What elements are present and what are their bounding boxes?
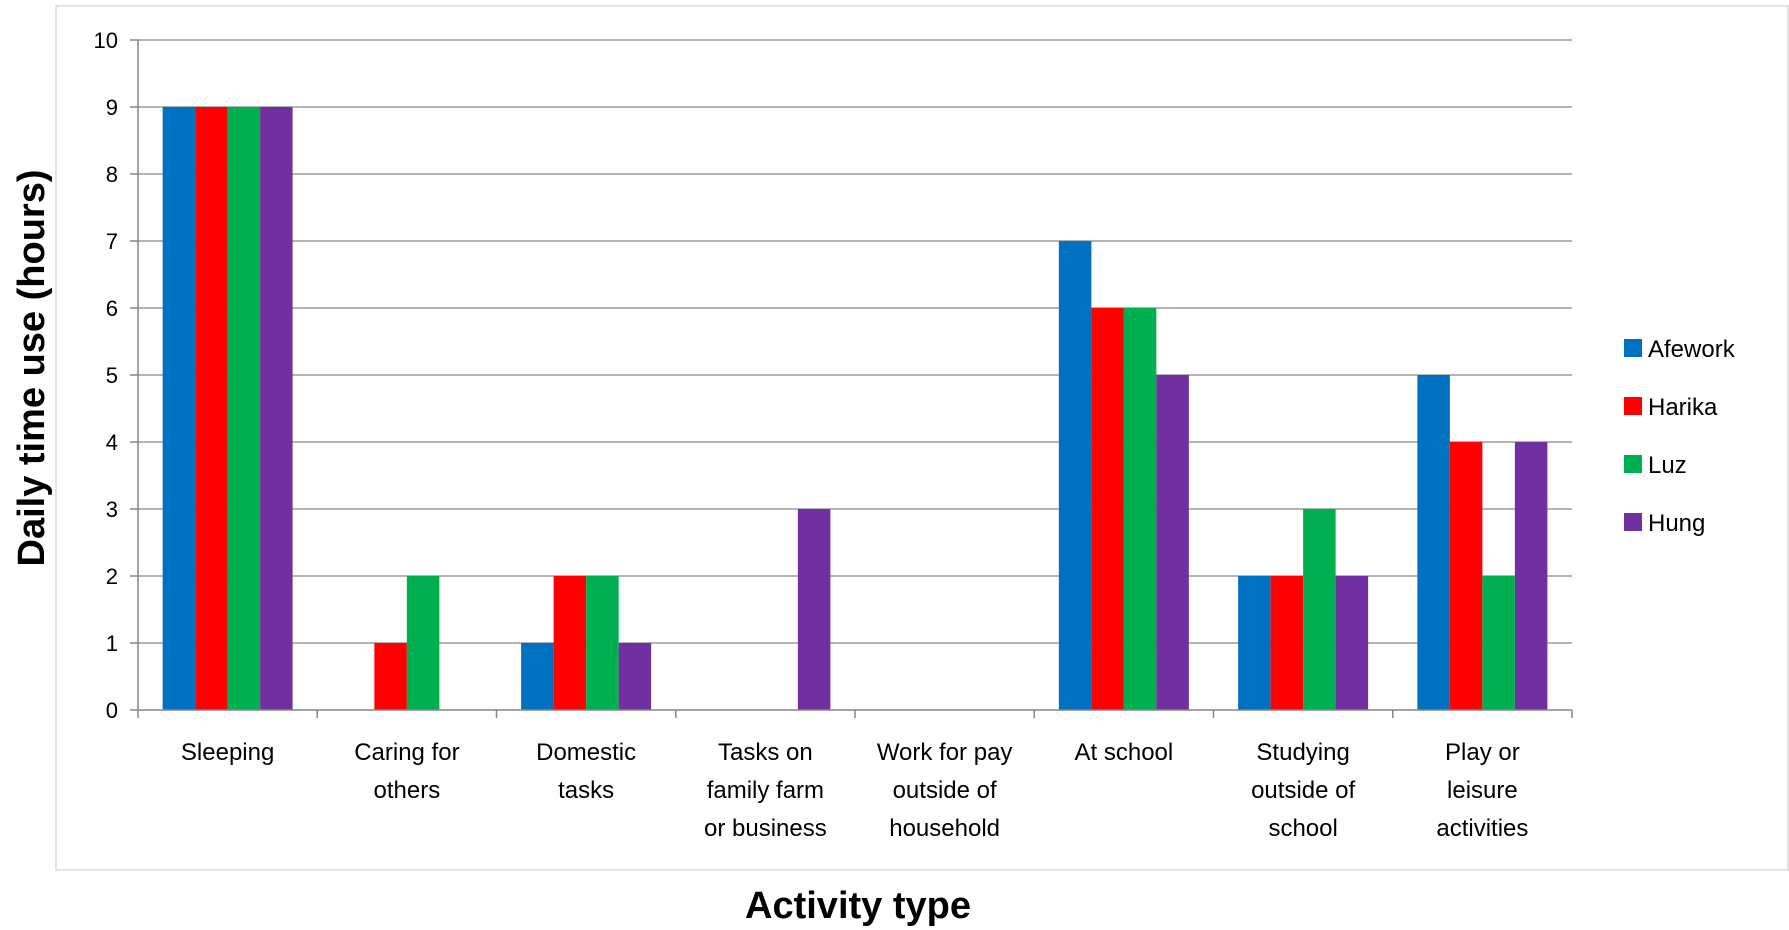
bar-afework-0 — [162, 107, 196, 710]
y-tick-label: 4 — [106, 430, 118, 455]
x-category-label: Work for pay outside of household — [877, 739, 1013, 842]
bar-afework-5 — [1058, 241, 1092, 710]
bar-hung-2 — [618, 643, 652, 710]
bar-hung-6 — [1335, 576, 1369, 710]
y-tick-label: 1 — [106, 631, 118, 656]
legend-swatch-hung — [1624, 513, 1642, 531]
legend-label-harika: Harika — [1648, 394, 1718, 421]
legend-label-afework: Afework — [1648, 336, 1736, 363]
x-category-label: Tasks on family farm or business — [704, 739, 827, 842]
x-axis-title: Activity type — [745, 885, 971, 927]
bar-harika-5 — [1091, 308, 1124, 710]
x-category-label: Sleeping — [181, 739, 274, 766]
legend-label-hung: Hung — [1648, 510, 1705, 537]
bar-hung-0 — [260, 107, 293, 710]
bar-harika-0 — [195, 107, 228, 710]
chart-frame — [55, 5, 1789, 871]
legend-swatch-harika — [1624, 397, 1642, 415]
x-category-label: Caring for others — [354, 739, 459, 804]
bar-harika-2 — [553, 576, 587, 710]
y-tick-label: 10 — [94, 28, 118, 53]
y-tick-label: 3 — [106, 497, 118, 522]
x-tick-marks — [137, 710, 1573, 718]
x-category-label: Play or leisure activities — [1436, 739, 1528, 842]
legend-swatch-afework — [1624, 339, 1642, 357]
bar-hung-5 — [1156, 375, 1189, 710]
y-tick-label: 7 — [106, 229, 118, 254]
bar-luz-1 — [406, 576, 440, 710]
y-tick-label: 8 — [106, 162, 118, 187]
y-tick-label: 9 — [106, 95, 118, 120]
bar-hung-3 — [797, 509, 831, 710]
y-axis-title: Daily time use (hours) — [11, 170, 53, 567]
bars-group — [162, 107, 1548, 710]
bar-afework-6 — [1238, 576, 1271, 710]
y-tick-label: 0 — [106, 698, 118, 723]
bar-luz-0 — [227, 107, 261, 710]
bar-luz-7 — [1482, 576, 1515, 710]
bar-harika-1 — [374, 643, 407, 710]
bar-harika-7 — [1449, 442, 1483, 710]
bar-luz-5 — [1123, 308, 1157, 710]
legend-label-luz: Luz — [1648, 452, 1687, 479]
bar-luz-2 — [586, 576, 619, 710]
legend-swatch-luz — [1624, 455, 1642, 473]
x-category-label: Domestic tasks — [536, 739, 636, 804]
x-category-label: At school — [1075, 739, 1174, 766]
bar-hung-7 — [1514, 442, 1548, 710]
y-tick-label: 6 — [106, 296, 118, 321]
x-category-label: Studying outside of school — [1251, 739, 1355, 842]
y-tick-label: 5 — [106, 363, 118, 388]
bar-afework-7 — [1417, 375, 1450, 710]
x-category-labels: Sleeping Caring for others Domestic tasks Tas… — [181, 739, 1528, 842]
y-tick-label: 2 — [106, 564, 118, 589]
legend: Afework Harika Luz Hung — [1624, 336, 1736, 537]
bar-afework-2 — [521, 643, 554, 710]
y-tick-labels: 0 1 2 3 4 5 6 7 8 9 10 — [94, 28, 118, 723]
bar-harika-6 — [1270, 576, 1304, 710]
bar-luz-6 — [1303, 509, 1336, 710]
